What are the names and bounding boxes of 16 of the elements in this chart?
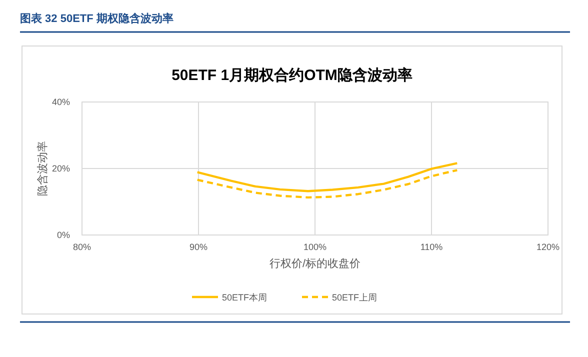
- x-tick-label: 110%: [420, 242, 443, 252]
- line-series: [196, 169, 458, 199]
- x-tick-label: 80%: [72, 242, 92, 252]
- line-series: [196, 162, 458, 192]
- legend-label: 50ETF本周: [222, 292, 268, 302]
- x-axis-title: 行权价/标的收盘价: [269, 258, 361, 270]
- x-tick-label: 120%: [536, 242, 560, 252]
- legend-label: 50ETF上周: [332, 292, 378, 302]
- y-tick-label: 0%: [56, 230, 70, 240]
- y-tick-label: 40%: [52, 97, 70, 107]
- y-tick-label: 20%: [52, 164, 70, 174]
- y-axis-title: 隐含波动率: [36, 141, 49, 196]
- x-tick-label: 100%: [303, 242, 327, 252]
- chart-title: 50ETF 1月期权合约OTM隐含波动率: [172, 66, 412, 84]
- text: 图表 32 50ETF 期权隐含波动率: [20, 12, 174, 25]
- x-tick-label: 90%: [189, 242, 208, 252]
